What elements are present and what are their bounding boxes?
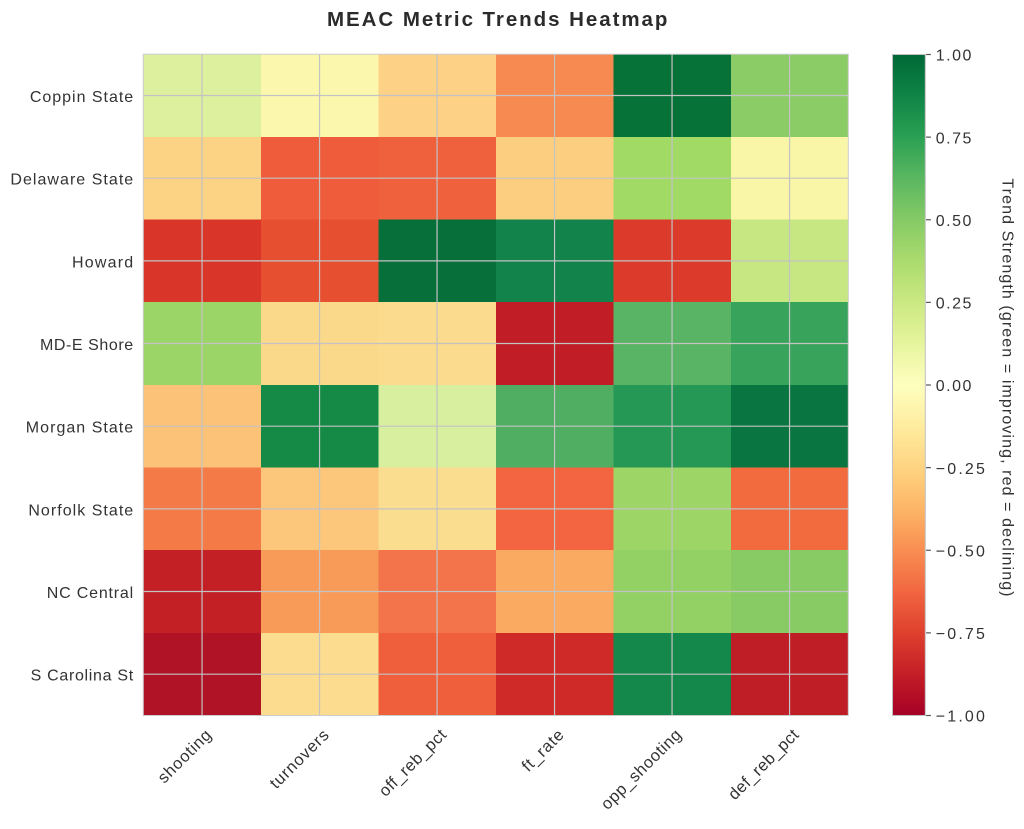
svg-text:Coppin State: Coppin State xyxy=(30,89,134,106)
svg-text:MD-E Shore: MD-E Shore xyxy=(40,337,134,354)
svg-text:Trend Strength (green = improv: Trend Strength (green = improving, red =… xyxy=(999,178,1016,597)
svg-text:NC Central: NC Central xyxy=(47,585,134,602)
svg-text:S Carolina St: S Carolina St xyxy=(31,668,134,685)
svg-text:1.00: 1.00 xyxy=(936,48,973,65)
svg-text:0.50: 0.50 xyxy=(936,213,973,230)
svg-text:−1.00: −1.00 xyxy=(936,709,987,726)
svg-text:−0.50: −0.50 xyxy=(936,543,987,560)
svg-text:0.00: 0.00 xyxy=(936,378,973,395)
svg-text:−0.25: −0.25 xyxy=(936,461,987,478)
svg-text:MEAC Metric Trends Heatmap: MEAC Metric Trends Heatmap xyxy=(327,8,669,31)
svg-text:Morgan State: Morgan State xyxy=(26,420,134,437)
svg-text:Delaware State: Delaware State xyxy=(10,172,134,189)
svg-text:0.25: 0.25 xyxy=(936,296,973,313)
svg-text:0.75: 0.75 xyxy=(936,130,973,147)
svg-text:−0.75: −0.75 xyxy=(936,626,987,643)
svg-text:Howard: Howard xyxy=(72,254,134,271)
svg-text:Norfolk State: Norfolk State xyxy=(28,502,134,519)
